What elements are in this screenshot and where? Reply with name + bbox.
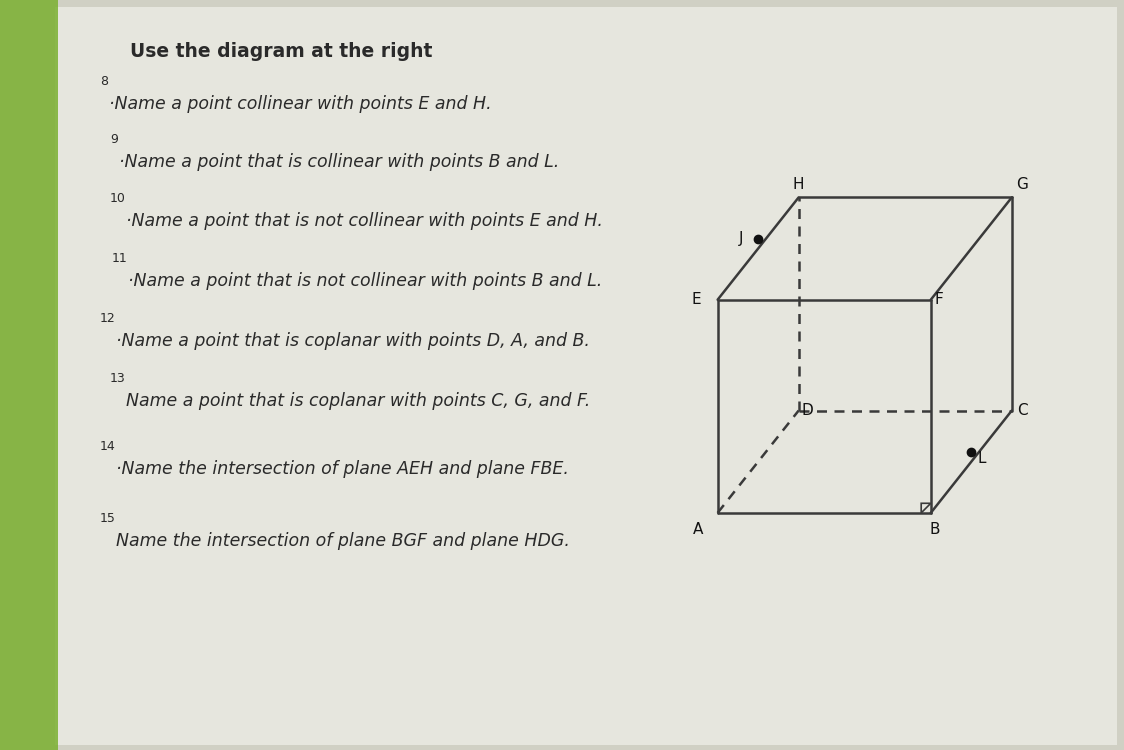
Text: Name the intersection of plane BGF and plane HDG.: Name the intersection of plane BGF and p… — [116, 532, 570, 550]
Text: 15: 15 — [100, 512, 116, 525]
Text: A: A — [694, 523, 704, 538]
Text: ·Name a point that is coplanar with points D, A, and B.: ·Name a point that is coplanar with poin… — [116, 332, 590, 350]
Text: 10: 10 — [110, 192, 126, 205]
Text: Use the diagram at the right: Use the diagram at the right — [130, 42, 433, 61]
Text: ·Name a point collinear with points E and H.: ·Name a point collinear with points E an… — [109, 95, 491, 113]
Text: E: E — [691, 292, 701, 308]
Text: 14: 14 — [100, 440, 116, 453]
Text: 12: 12 — [100, 312, 116, 325]
Text: 13: 13 — [110, 372, 126, 385]
Text: B: B — [930, 523, 941, 538]
Text: 9: 9 — [110, 133, 118, 146]
Text: L: L — [978, 451, 986, 466]
Text: G: G — [1016, 177, 1028, 192]
Text: Name a point that is coplanar with points C, G, and F.: Name a point that is coplanar with point… — [126, 392, 590, 410]
Text: ·Name a point that is collinear with points B and L.: ·Name a point that is collinear with poi… — [119, 153, 560, 171]
FancyBboxPatch shape — [0, 0, 58, 750]
Text: ·Name the intersection of plane AEH and plane FBE.: ·Name the intersection of plane AEH and … — [116, 460, 569, 478]
Text: H: H — [792, 177, 805, 192]
Text: 11: 11 — [112, 252, 128, 265]
Text: D: D — [801, 403, 813, 418]
Text: ·Name a point that is not collinear with points E and H.: ·Name a point that is not collinear with… — [126, 212, 602, 230]
Text: F: F — [935, 292, 944, 308]
FancyBboxPatch shape — [55, 7, 1117, 745]
Text: C: C — [1017, 403, 1027, 418]
Text: ·Name a point that is not collinear with points B and L.: ·Name a point that is not collinear with… — [128, 272, 602, 290]
Text: J: J — [738, 232, 743, 247]
Text: 8: 8 — [100, 75, 108, 88]
